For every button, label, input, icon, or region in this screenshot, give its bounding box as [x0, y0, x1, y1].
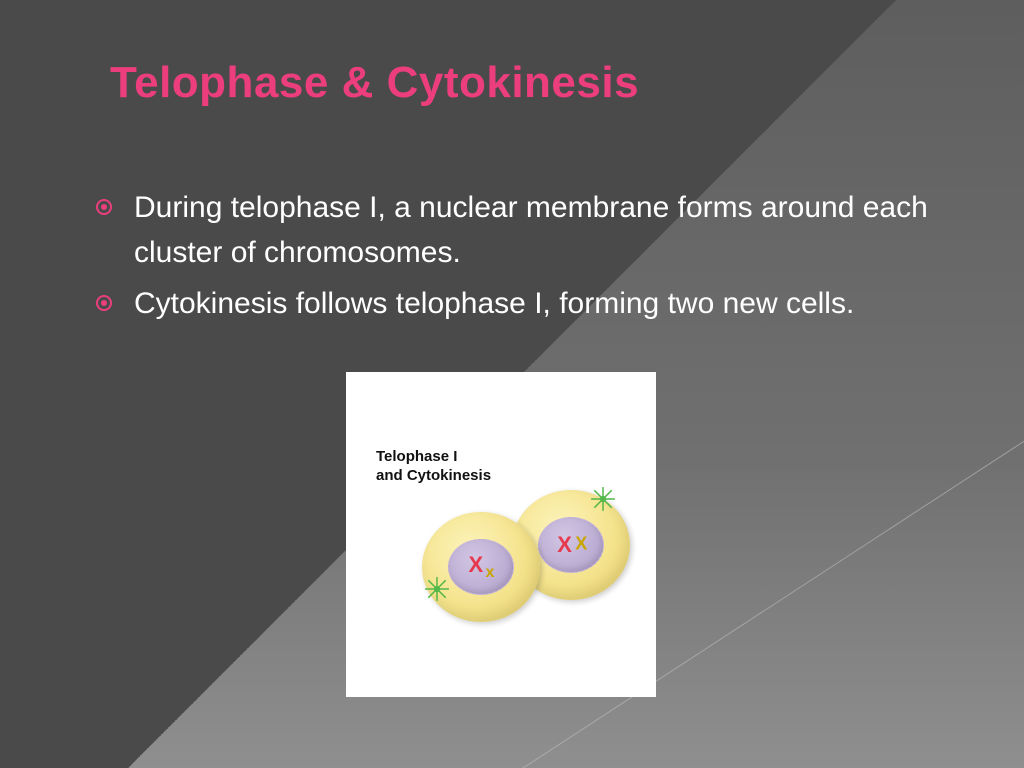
list-item: Cytokinesis follows telophase I, forming… [96, 281, 936, 326]
bullet-list: During telophase I, a nuclear membrane f… [96, 185, 936, 332]
figure-caption: Telophase I and Cytokinesis [376, 448, 491, 486]
cell-left: X x [422, 512, 540, 622]
chromosome-icon: X [575, 533, 587, 554]
bullet-target-icon [96, 295, 112, 311]
nucleus-right: X X [538, 517, 604, 573]
nucleus-left: X x [448, 539, 514, 595]
slide-title: Telophase & Cytokinesis [110, 58, 639, 108]
figure-caption-line: Telophase I [376, 448, 491, 467]
bullet-text: Cytokinesis follows telophase I, forming… [134, 281, 936, 326]
aster-icon [590, 486, 616, 512]
list-item: During telophase I, a nuclear membrane f… [96, 185, 936, 275]
cell-diagram: X X X x [416, 482, 636, 642]
figure-telophase: Telophase I and Cytokinesis X X [346, 372, 656, 697]
chromosome-icon: X [557, 532, 572, 558]
bullet-target-icon [96, 199, 112, 215]
chromosome-icon: x [486, 564, 495, 582]
aster-icon [424, 576, 450, 602]
chromosome-icon: X [469, 552, 484, 578]
bullet-text: During telophase I, a nuclear membrane f… [134, 185, 936, 275]
